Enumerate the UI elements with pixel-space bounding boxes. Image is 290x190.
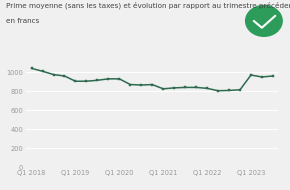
- Circle shape: [246, 6, 282, 36]
- Text: Prime moyenne (sans les taxes) et évolution par rapport au trimestre précédent,: Prime moyenne (sans les taxes) et évolut…: [6, 2, 290, 9]
- Text: en francs: en francs: [6, 18, 39, 24]
